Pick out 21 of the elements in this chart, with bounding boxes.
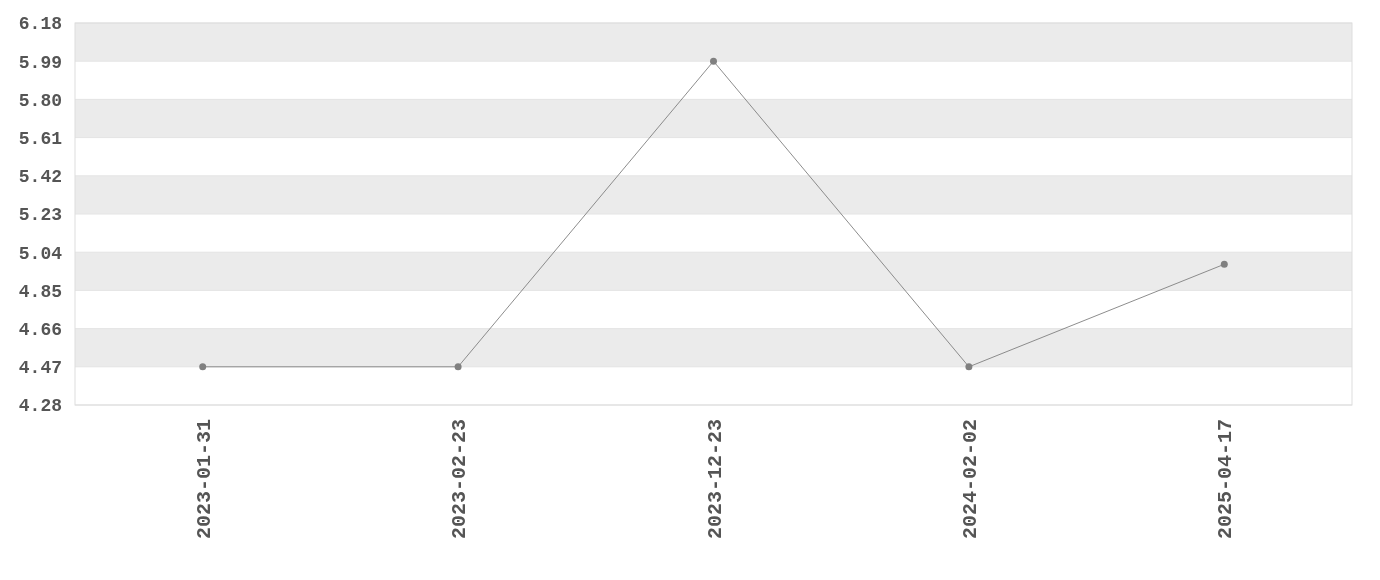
point xyxy=(199,363,207,371)
point xyxy=(1220,260,1228,268)
y-tick-label: 4.28 xyxy=(18,396,62,417)
x-tick-label: 2023-01-31 xyxy=(192,419,216,540)
point xyxy=(454,363,462,371)
y-tick-label: 5.04 xyxy=(18,243,63,264)
y-tick-label: 4.66 xyxy=(18,319,62,340)
y-tick-label: 5.99 xyxy=(18,52,62,73)
x-tick-label: 2023-12-23 xyxy=(703,419,727,540)
y-tick-label: 5.42 xyxy=(18,167,62,188)
y-tick-label: 5.61 xyxy=(18,128,63,149)
y-tick-label: 5.80 xyxy=(18,90,62,111)
point xyxy=(710,57,717,65)
x-tick-label: 2025-04-17 xyxy=(1214,419,1238,540)
y-tick-label: 4.85 xyxy=(18,281,62,302)
y-tick-label: 4.47 xyxy=(18,358,62,379)
x-tick-label: 2023-02-23 xyxy=(448,419,472,540)
point xyxy=(965,363,973,371)
x-tick-label: 2024-02-02 xyxy=(958,419,982,540)
y-tick-label: 6.18 xyxy=(18,14,62,35)
y-tick-label: 5.23 xyxy=(18,205,62,226)
